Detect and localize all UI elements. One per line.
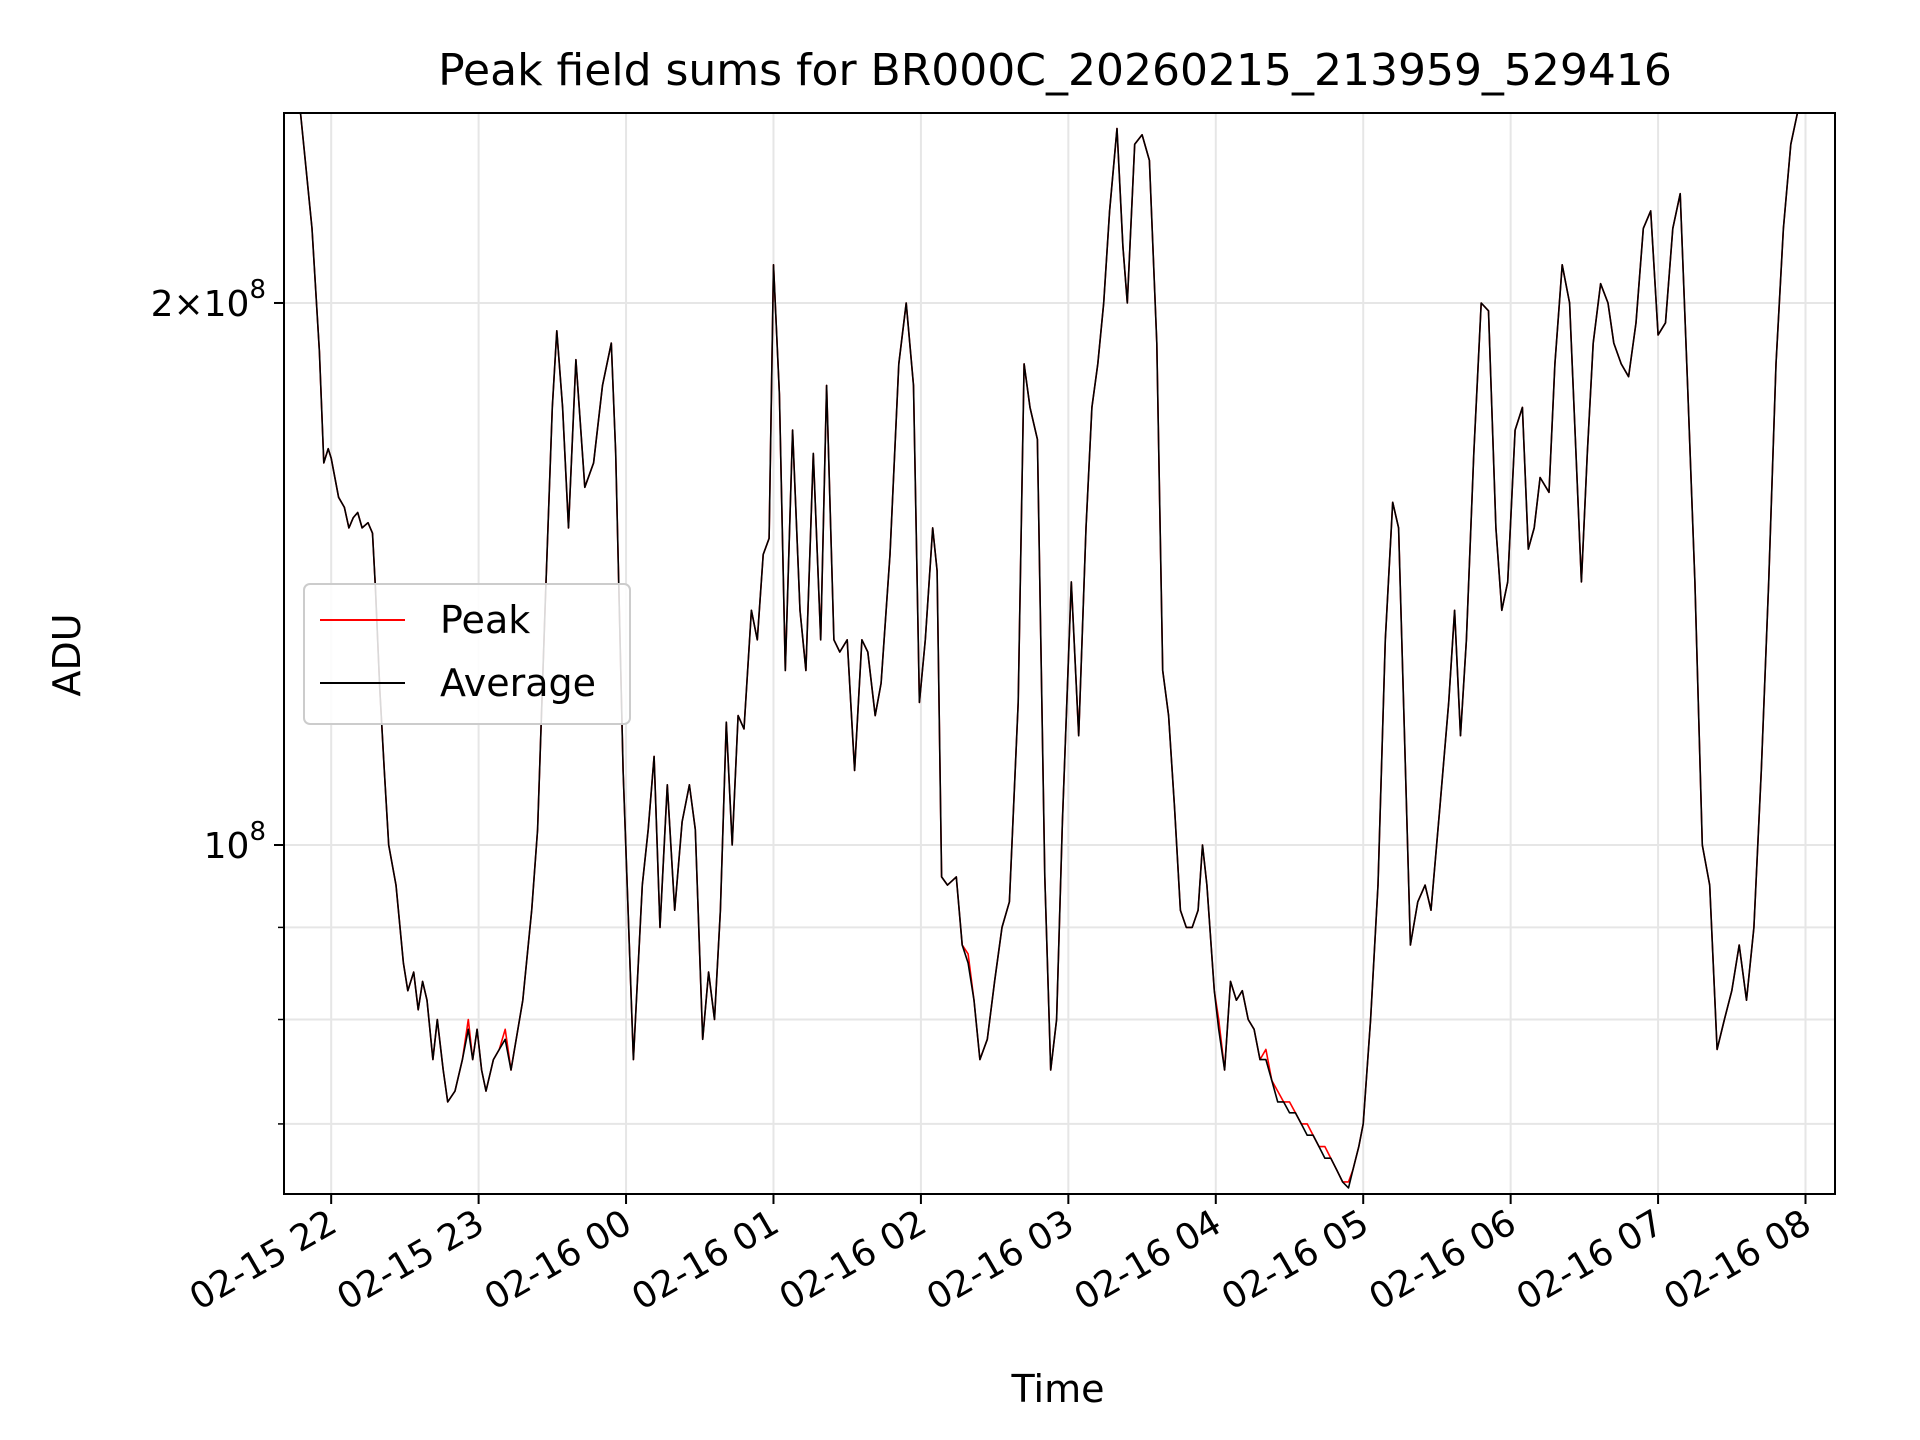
chart-title: Peak field sums for BR000C_20260215_2139… — [438, 45, 1672, 96]
legend-label-peak: Peak — [440, 598, 530, 642]
y-tick-label: 2×108 — [151, 275, 266, 325]
plot-area-frame — [283, 112, 1836, 1195]
x-axis-label: Time — [1011, 1367, 1105, 1411]
legend: Peak Average — [303, 583, 631, 725]
series-layer — [299, 113, 1799, 1189]
y-axis-label: ADU — [45, 613, 89, 696]
series-line-average — [299, 113, 1799, 1189]
grid-lines — [284, 113, 1835, 1194]
legend-label-average: Average — [440, 661, 596, 705]
